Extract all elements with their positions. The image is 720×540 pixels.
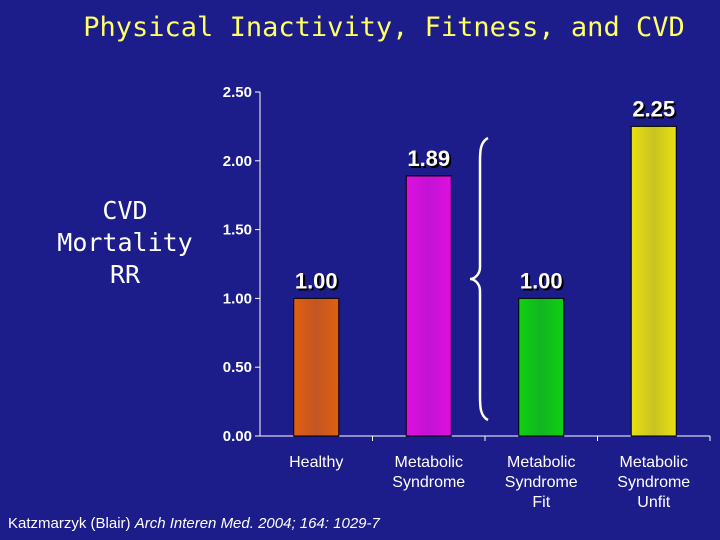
bar-3: [630, 125, 677, 437]
bar-value-label: 2.25: [632, 96, 675, 121]
bar-2: [518, 297, 565, 437]
x-category-label: Metabolic: [620, 454, 688, 471]
bar-value-label: 1.00: [295, 268, 338, 293]
y-tick-label: 0.50: [223, 359, 252, 376]
bar-value-shadow: 1.00: [522, 270, 565, 295]
citation: Katzmarzyk (Blair) Arch Interen Med. 200…: [8, 515, 380, 532]
y-tick-label: 0.00: [223, 428, 252, 445]
bar-value-shadow: 1.00: [297, 270, 340, 295]
citation-journal: Arch Interen Med. 2004; 164: 1029-7: [134, 515, 380, 532]
y-tick-label: 1.00: [223, 290, 252, 307]
x-category-label: Unfit: [637, 494, 670, 511]
y-tick-label: 2.00: [223, 153, 252, 170]
bar-0: [293, 297, 340, 437]
y-tick-label: 1.50: [223, 222, 252, 239]
bar-value-label: 1.00: [520, 268, 563, 293]
x-category-label: Syndrome: [505, 474, 578, 491]
y-label-line-1: CVD: [102, 196, 148, 225]
y-label-line-2: Mortality: [57, 228, 193, 257]
bar-value-label: 1.89: [407, 146, 450, 171]
x-category-label: Fit: [532, 494, 550, 511]
x-category-label: Metabolic: [395, 454, 463, 471]
grouping-bracket: [469, 136, 489, 422]
x-category-label: Metabolic: [507, 454, 575, 471]
bar-value-shadow: 2.25: [634, 98, 677, 123]
y-tick-label: 2.50: [223, 84, 252, 101]
citation-authors: Katzmarzyk (Blair): [8, 515, 135, 532]
slide-title: Physical Inactivity, Fitness, and CVD: [83, 12, 685, 43]
bar-1: [405, 175, 452, 437]
bar-value-shadow: 1.89: [409, 148, 452, 173]
x-category-label: Healthy: [289, 454, 343, 471]
x-category-label: Syndrome: [617, 474, 690, 491]
x-category-label: Syndrome: [392, 474, 465, 491]
y-label-line-3: RR: [109, 260, 141, 289]
y-axis-label: CVD Mortality RR: [40, 195, 210, 291]
